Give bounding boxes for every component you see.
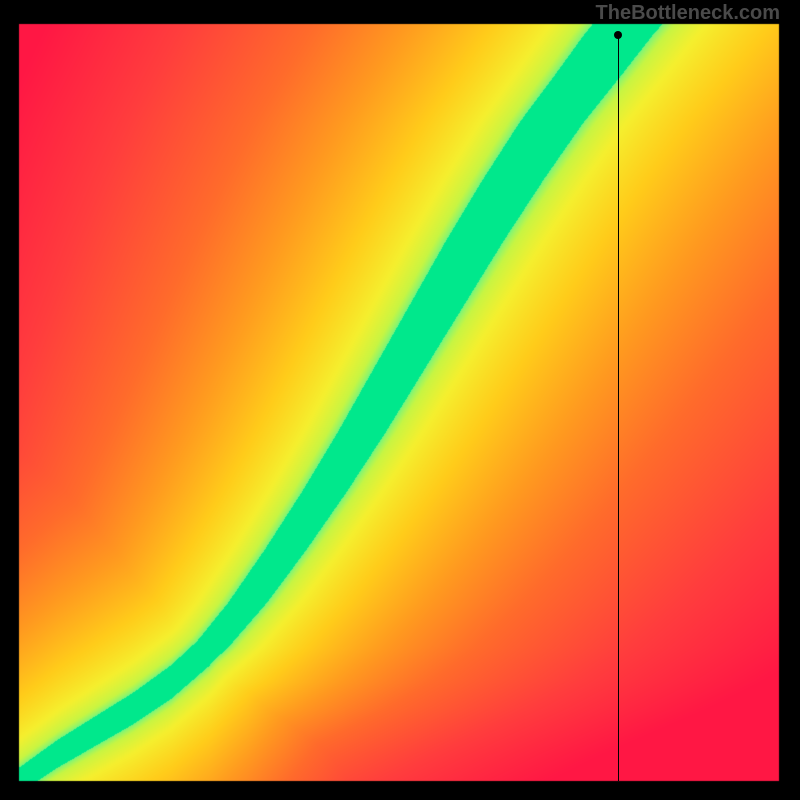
chart-container: TheBottleneck.com xyxy=(0,0,800,800)
heatmap-canvas xyxy=(0,0,800,800)
watermark-text: TheBottleneck.com xyxy=(596,2,780,25)
data-marker xyxy=(614,31,622,39)
vertical-indicator-line xyxy=(618,35,619,781)
